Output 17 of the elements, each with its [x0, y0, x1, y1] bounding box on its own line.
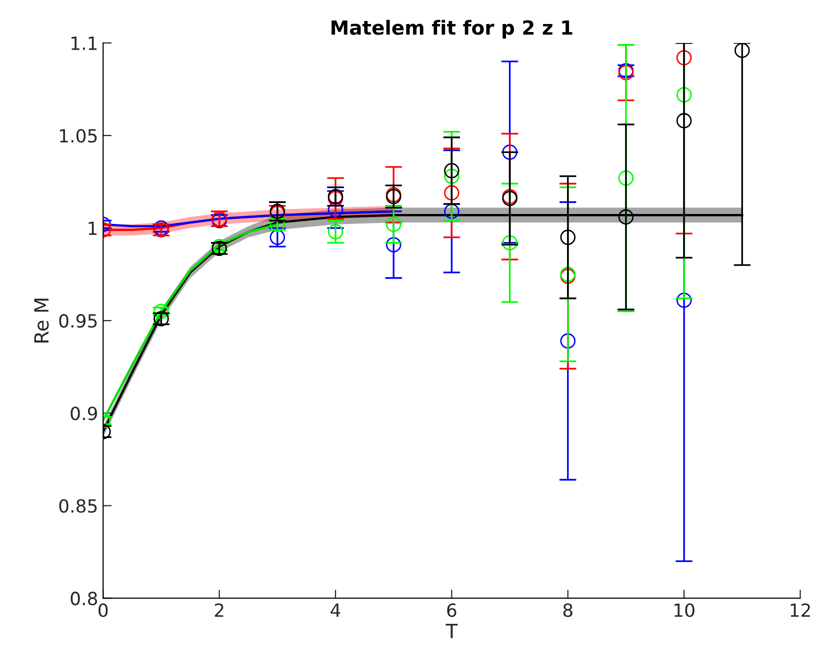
chart-title: Matelem fit for p 2 z 1	[332, 20, 572, 39]
x-tick-label: 10	[674, 603, 694, 618]
y-tick-label: 0.9	[70, 406, 97, 420]
y-tick-label: 0.85	[59, 499, 97, 513]
x-tick-label: 8	[563, 603, 572, 618]
x-tick-label: 6	[447, 603, 456, 618]
y-tick-label: 1.05	[60, 128, 97, 143]
x-tick-label: 0	[98, 603, 108, 618]
x-axis-title: T	[446, 624, 458, 638]
x-tick-label: 12	[790, 603, 810, 617]
x-tick-label: 4	[330, 604, 340, 617]
x-tick-label: 2	[214, 603, 224, 617]
y-tick-label: 0.8	[70, 592, 98, 606]
y-tick-label: 1	[88, 222, 97, 235]
y-axis-title: Re M	[34, 298, 49, 342]
y-tick-label: 0.95	[59, 314, 97, 328]
y-tick-label: 1.1	[72, 36, 97, 50]
